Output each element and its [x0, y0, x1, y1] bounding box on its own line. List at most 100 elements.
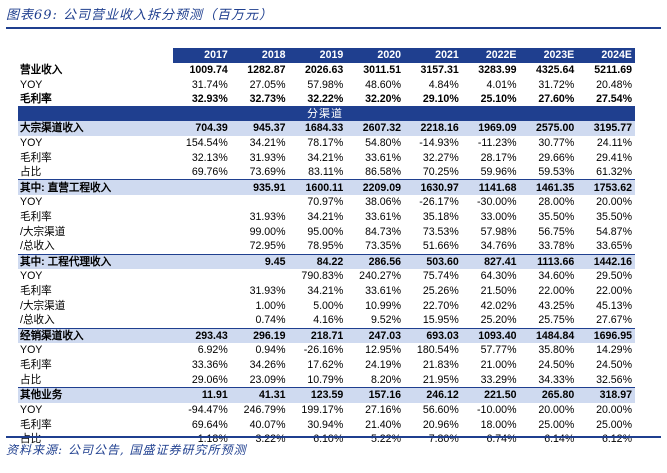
value-cell: 22.00% — [538, 285, 575, 298]
value-cell: 18.00% — [480, 418, 517, 431]
value-cell: -10.00% — [477, 403, 517, 416]
table-row: 占比 29.06% 23.09% 10.79% 8.20% 21.95% 33.29% 34.… — [18, 372, 635, 387]
value-cell: 693.03 — [404, 327, 462, 344]
figure-caption: 图表69: 公司营业收入拆分预测（百万元） — [6, 8, 274, 23]
value-cell: 25.10% — [480, 93, 517, 106]
value-cell: 1630.97 — [404, 179, 462, 196]
value-cell: 83.11% — [308, 166, 344, 179]
value-cell: 35.50% — [538, 211, 575, 223]
row-label: 其中: 工程代理收入 — [18, 253, 173, 270]
value-cell: 8.20% — [370, 373, 401, 386]
value-cell: 503.60 — [404, 253, 462, 270]
value-cell: 33.65% — [596, 240, 632, 253]
row-label: 大宗渠道收入 — [18, 121, 173, 136]
value-cell: 24.50% — [596, 359, 632, 372]
table-row: YOY 6.92% 0.94% -26.16% 12.95% 180.54% 57.77% 3… — [18, 343, 635, 358]
value-cell: 154.54% — [185, 136, 228, 149]
value-cell: 293.43 — [173, 327, 231, 344]
value-cell: 20.96% — [422, 418, 459, 431]
value-cell: 31.72% — [538, 78, 575, 91]
value-cell: 25.20% — [480, 314, 517, 327]
row-label: 其中: 直营工程收入 — [18, 179, 173, 196]
table-row: YOY 790.83% 240.27% 75.74% 64.30% 34.60% 29.50… — [18, 269, 635, 284]
row-label: YOY — [20, 196, 43, 209]
value-cell: 40.07% — [249, 418, 286, 431]
row-label: 经销渠道收入 — [18, 327, 173, 344]
value-cell: 70.25% — [422, 166, 459, 179]
table-row: 毛利率 31.93% 34.21% 33.61% 35.18% 33.00% 35.50% 3… — [18, 210, 635, 225]
value-cell: 27.60% — [538, 93, 575, 106]
value-cell: 25.00% — [538, 418, 575, 431]
table-row: /总收入 0.74% 4.16% 9.52% 15.95% 25.20% 25.75% 27.… — [18, 313, 635, 328]
value-cell: 32.20% — [365, 93, 401, 106]
value-cell — [173, 210, 231, 225]
year-header-cell: 2017 — [173, 48, 231, 63]
value-cell: 45.13% — [596, 299, 632, 312]
row-label: 占比 — [20, 166, 42, 179]
value-cell: 15.95% — [422, 314, 459, 327]
table-row: 营业收入 1009.74 1282.87 2026.63 3011.51 3157.31 3… — [18, 63, 635, 78]
value-cell: 10.79% — [307, 373, 344, 386]
value-cell: 2218.16 — [404, 121, 462, 136]
value-cell: 23.09% — [249, 373, 286, 386]
row-label: 毛利率 — [20, 151, 52, 164]
channel-band-row: 分渠道 — [18, 106, 635, 122]
value-cell: 57.98% — [480, 225, 517, 238]
value-cell: 31.93% — [249, 285, 286, 298]
value-cell: 34.26% — [249, 359, 286, 372]
value-cell: 4.84% — [428, 78, 459, 91]
value-cell: 34.21% — [307, 285, 344, 298]
value-cell: 33.61% — [365, 151, 401, 164]
value-cell: 1684.33 — [288, 121, 347, 136]
value-cell: 1.00% — [255, 299, 286, 312]
table-row: /大宗渠道 1.00% 5.00% 10.99% 22.70% 42.02% 43.25% 4… — [18, 298, 635, 313]
value-cell: 318.97 — [577, 387, 635, 403]
value-cell: 64.30% — [480, 270, 517, 283]
row-label: 毛利率 — [20, 285, 52, 298]
value-cell: 827.41 — [461, 253, 520, 270]
value-cell: 4.01% — [486, 78, 517, 91]
value-cell: 32.56% — [596, 373, 632, 386]
value-cell: 34.60% — [538, 270, 575, 283]
section-row: 大宗渠道收入 704.39 945.37 1684.33 2607.32 2218.16 1… — [18, 121, 635, 136]
value-cell: 2209.09 — [346, 179, 404, 196]
value-cell: 57.98% — [307, 78, 344, 91]
value-cell — [173, 298, 231, 313]
value-cell: 14.29% — [596, 344, 632, 357]
row-label: YOY — [20, 136, 43, 149]
year-header-cell: 2018 — [230, 48, 289, 63]
value-cell: 41.31 — [230, 387, 289, 403]
value-cell: 1093.40 — [461, 327, 520, 344]
row-label: 占比 — [20, 373, 42, 386]
value-cell: 27.54% — [596, 93, 632, 106]
value-cell: 9.52% — [370, 314, 401, 327]
table-row: YOY 31.74% 27.05% 57.98% 48.60% 4.84% 4.01% 31.… — [18, 77, 635, 92]
value-cell: 6.92% — [197, 344, 228, 357]
value-cell: -30.00% — [477, 196, 517, 209]
value-cell: 35.50% — [596, 211, 632, 223]
value-cell: 69.76% — [191, 166, 228, 179]
value-cell: 31.74% — [191, 78, 228, 91]
value-cell: -26.17% — [419, 196, 459, 209]
value-cell: 27.05% — [249, 78, 286, 91]
value-cell: 945.37 — [230, 121, 289, 136]
value-cell: 21.50% — [480, 285, 517, 298]
value-cell: 29.41% — [596, 151, 632, 164]
value-cell: 17.62% — [307, 359, 344, 372]
value-cell: 32.27% — [422, 151, 459, 164]
value-cell — [173, 239, 231, 254]
row-label: 营业收入 — [20, 63, 63, 76]
value-cell: 0.74% — [255, 314, 286, 327]
value-cell: 0.94% — [255, 344, 286, 357]
value-cell: 34.21% — [307, 211, 344, 223]
value-cell — [173, 284, 231, 299]
value-cell: 75.74% — [422, 270, 459, 283]
value-cell: 51.66% — [422, 240, 459, 253]
value-cell: 1009.74 — [189, 63, 228, 76]
value-cell: 29.50% — [596, 270, 632, 283]
value-cell: 99.00% — [249, 225, 286, 238]
row-label: 毛利率 — [20, 93, 52, 106]
value-cell: 31.93% — [249, 211, 286, 223]
value-cell: 27.16% — [365, 403, 401, 416]
value-cell — [173, 253, 231, 270]
